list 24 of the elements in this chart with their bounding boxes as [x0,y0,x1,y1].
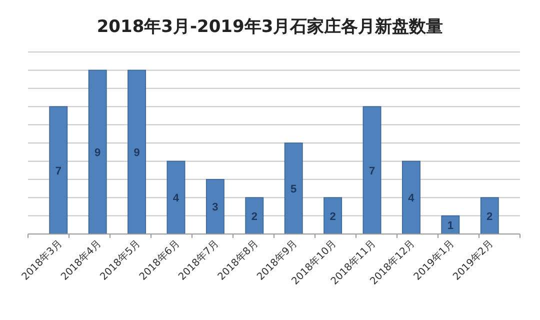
data-label: 5 [290,184,297,196]
bar [362,106,382,234]
bar [284,142,303,234]
data-label: 9 [134,147,140,160]
data-label: 4 [172,192,180,205]
data-label: 2 [486,210,493,223]
bar [402,160,420,234]
data-label: 2 [330,210,336,223]
bar [480,197,499,234]
data-label: 1 [447,220,454,232]
data-label: 3 [212,202,218,214]
bar [166,160,186,234]
chart-title: 2018年3月-2019年3月石家庄各月新盘数量 [96,17,444,37]
bar [49,106,68,234]
data-label: 2 [251,210,258,223]
data-label: 7 [55,165,62,178]
bar [88,70,107,234]
bar [324,197,342,234]
bar [245,197,264,234]
bar [128,70,146,234]
bar [206,179,224,234]
data-label: 9 [94,147,101,160]
data-label: 4 [408,192,416,205]
data-label: 7 [368,165,376,178]
